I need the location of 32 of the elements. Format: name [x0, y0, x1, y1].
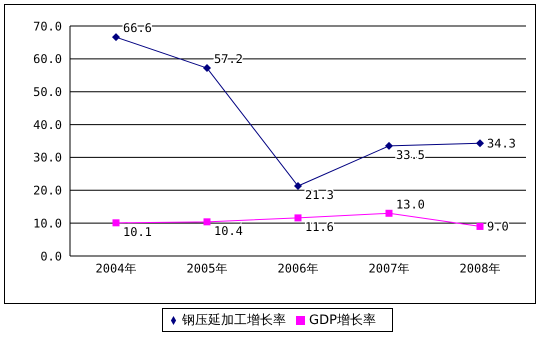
data-label: 11.6	[305, 220, 334, 234]
data-label: 13.0	[396, 197, 425, 212]
y-tick-label: 0.0	[40, 249, 62, 264]
point	[476, 139, 484, 148]
data-label: 9.0	[487, 219, 509, 234]
y-tick-label: 10.0	[33, 216, 62, 230]
x-tick-label: 2006年	[278, 262, 318, 276]
point	[385, 142, 393, 150]
x-tick-label: 2008年	[460, 262, 500, 276]
x-tick-label: 2005年	[186, 262, 228, 276]
y-tick-label: 60.0	[33, 52, 62, 66]
point	[386, 210, 392, 217]
point	[112, 219, 120, 226]
data-label: 10.4	[214, 224, 243, 238]
point	[294, 214, 302, 222]
y-tick-label: 20.0	[33, 184, 62, 198]
data-label: 34.3	[487, 136, 516, 150]
x-tick-label: 2007年	[368, 262, 410, 276]
point	[204, 218, 210, 226]
point	[294, 182, 302, 190]
y-tick-label: 40.0	[33, 118, 62, 132]
point	[476, 222, 484, 230]
y-tick-label: 30.0	[33, 150, 62, 165]
data-label: 10.1	[123, 224, 152, 239]
y-tick-label: 70.0	[33, 19, 62, 34]
x-tick-label: 2004年	[96, 262, 136, 276]
legend-label: 钢压延加工增长率	[182, 313, 286, 328]
point	[203, 64, 211, 72]
y-tick-label: 50.0	[33, 84, 62, 99]
data-label: 21.3	[305, 188, 334, 202]
legend-label: GDP增长率	[309, 313, 376, 328]
point	[112, 33, 120, 42]
